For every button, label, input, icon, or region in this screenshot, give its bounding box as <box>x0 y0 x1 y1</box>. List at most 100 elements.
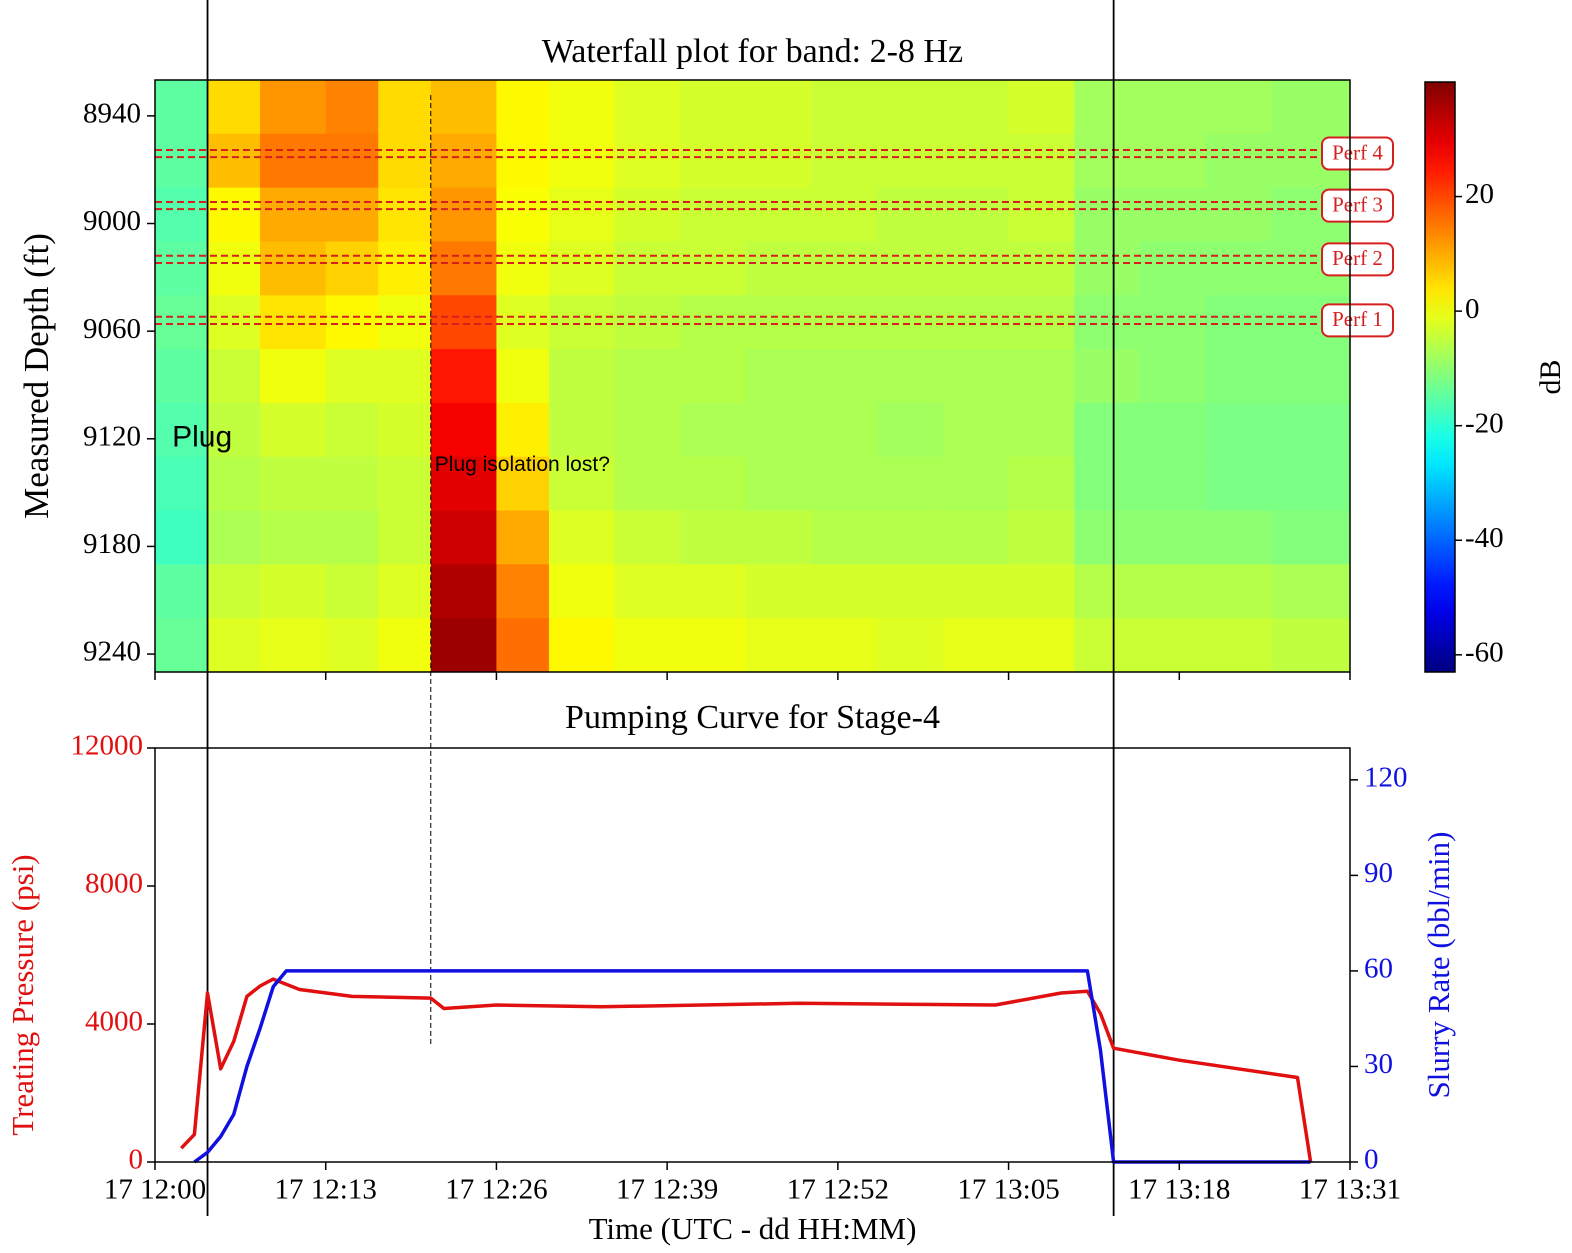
heatmap-cell <box>1205 564 1272 619</box>
heatmap-cell <box>680 564 747 619</box>
heatmap-cell <box>1008 349 1075 404</box>
heatmap-cell <box>942 80 1010 135</box>
y-tick-label: 9060 <box>83 313 141 345</box>
heatmap-cell <box>325 133 379 189</box>
y-tick-label: 9000 <box>83 205 141 237</box>
heatmap-cell <box>942 349 1010 404</box>
heatmap-cell <box>811 618 878 673</box>
heatmap-cell <box>811 349 878 404</box>
heatmap-cell <box>155 564 209 619</box>
heatmap-cell <box>942 402 1010 458</box>
heatmap-cell <box>496 402 550 458</box>
heatmap-cell <box>942 295 1010 350</box>
heatmap-cell <box>1074 349 1141 404</box>
heatmap-cell <box>745 510 813 565</box>
heatmap-cell <box>1008 80 1075 135</box>
heatmap-cell <box>680 133 747 189</box>
heatmap-cell <box>378 241 432 296</box>
heatmap-cell <box>548 510 616 565</box>
heatmap-cell <box>1139 510 1207 565</box>
heatmap-cell <box>942 133 1010 189</box>
colorbar-tick-label: 20 <box>1465 178 1494 210</box>
heatmap-cell <box>155 187 209 242</box>
heatmap-cell <box>1271 349 1351 404</box>
heatmap-cell <box>680 349 747 404</box>
heatmap-cell <box>325 402 379 458</box>
heatmap-cell <box>260 564 327 619</box>
heatmap-cell <box>614 241 681 296</box>
heatmap-cell <box>1139 187 1207 242</box>
heatmap-cell <box>1008 456 1075 512</box>
plot-frame <box>154 79 1351 673</box>
heatmap-cell <box>614 510 681 565</box>
y-tick-label: 0 <box>129 1144 144 1176</box>
heatmap-cell <box>325 510 379 565</box>
x-tick-label: 17 12:39 <box>616 1174 718 1206</box>
heatmap-cell <box>745 564 813 619</box>
y2-tick-label: 120 <box>1364 762 1408 794</box>
heatmap-cell <box>260 295 327 350</box>
heatmap-cell <box>811 295 878 350</box>
heatmap-cell <box>1271 456 1351 512</box>
y-tick-label: 4000 <box>85 1006 143 1038</box>
heatmap-cell <box>260 187 327 242</box>
heatmap-cell <box>548 80 616 135</box>
heatmap-cell <box>1008 564 1075 619</box>
heatmap-cell <box>877 456 944 512</box>
chart-title: Pumping Curve for Stage-4 <box>565 699 940 736</box>
heatmap-cell <box>548 618 616 673</box>
heatmap-cell <box>614 80 681 135</box>
perf-label: Perf 2 <box>1332 246 1383 270</box>
y-tick-label: 9240 <box>83 636 141 668</box>
chart-title: Waterfall plot for band: 2-8 Hz <box>542 33 963 70</box>
heatmap-cell <box>1205 80 1272 135</box>
heatmap-cell <box>745 80 813 135</box>
colorbar-tick-label: -40 <box>1465 522 1504 554</box>
heatmap-cell <box>496 187 550 242</box>
heatmap-cell <box>430 187 497 242</box>
y2-tick-label: 0 <box>1364 1144 1379 1176</box>
heatmap-cell <box>745 241 813 296</box>
heatmap-cell <box>378 402 432 458</box>
heatmap-cell <box>1008 402 1075 458</box>
heatmap-cell <box>680 402 747 458</box>
heatmap-cell <box>1008 187 1075 242</box>
heatmap-cell <box>1139 564 1207 619</box>
heatmap-cell <box>260 241 327 296</box>
heatmap-cell <box>745 402 813 458</box>
heatmap-cell <box>430 402 497 458</box>
heatmap-cell <box>1205 402 1272 458</box>
heatmap-cell <box>877 510 944 565</box>
heatmap-cell <box>378 80 432 135</box>
heatmap-cell <box>1205 241 1272 296</box>
y-axis-label: Measured Depth (ft) <box>17 233 56 519</box>
heatmap-cell <box>1008 510 1075 565</box>
heatmap-cell <box>811 402 878 458</box>
heatmap-cell <box>1074 510 1141 565</box>
heatmap-cell <box>496 241 550 296</box>
heatmap-cell <box>877 241 944 296</box>
heatmap-cell <box>207 133 261 189</box>
heatmap-cell <box>378 349 432 404</box>
heatmap-cell <box>430 241 497 296</box>
x-tick-label: 17 12:13 <box>275 1174 377 1206</box>
colorbar <box>1424 81 1456 673</box>
heatmap-cell <box>378 510 432 565</box>
heatmap-cell <box>207 241 261 296</box>
heatmap-cell <box>496 618 550 673</box>
heatmap-cell <box>1074 133 1141 189</box>
heatmap-cell <box>877 349 944 404</box>
heatmap-cell <box>680 187 747 242</box>
heatmap-cell <box>496 349 550 404</box>
heatmap-cell <box>614 618 681 673</box>
heatmap-cell <box>1271 80 1351 135</box>
colorbar-tick-label: -60 <box>1465 636 1504 668</box>
perf-label: Perf 4 <box>1332 140 1383 164</box>
heatmap-cell <box>325 349 379 404</box>
heatmap-cell <box>260 349 327 404</box>
heatmap-cell <box>430 80 497 135</box>
heatmap-cell <box>811 187 878 242</box>
heatmap-cell <box>155 618 209 673</box>
heatmap-cell <box>548 241 616 296</box>
heatmap-cell <box>207 295 261 350</box>
